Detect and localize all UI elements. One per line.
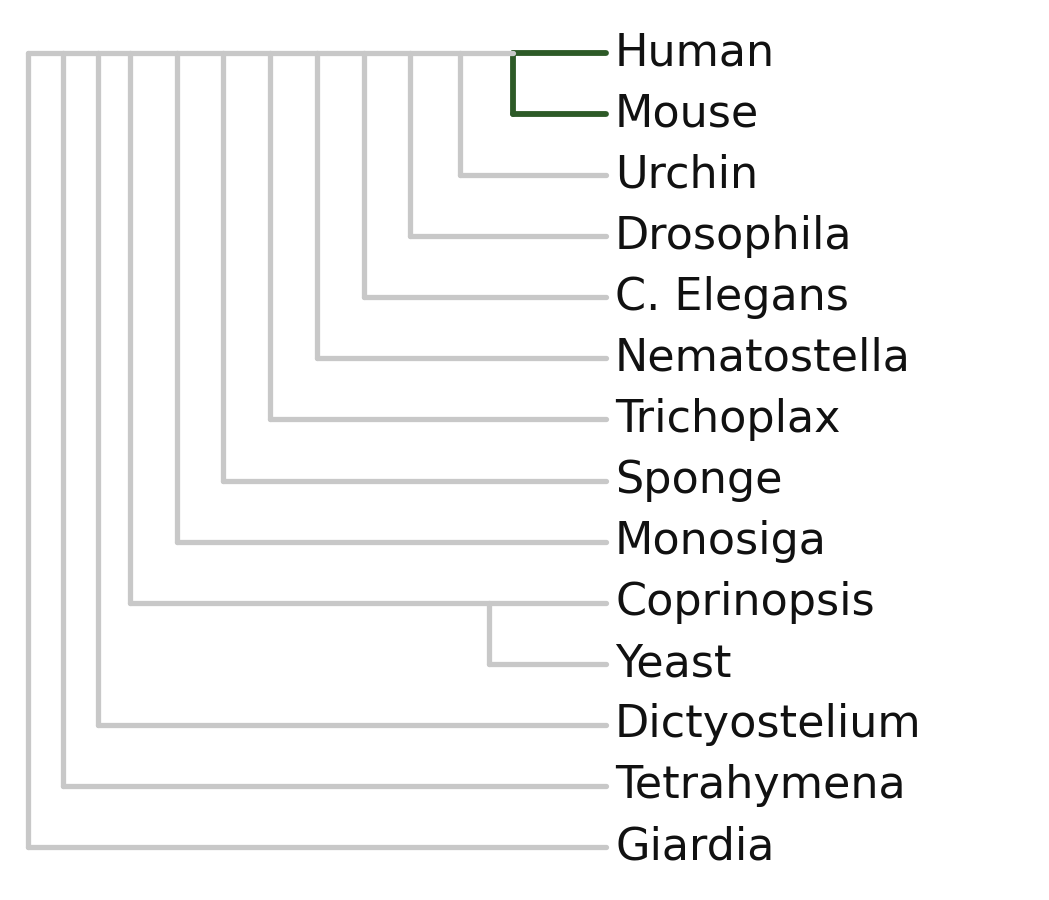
Text: Giardia: Giardia [615,825,774,868]
Text: Yeast: Yeast [615,643,731,685]
Text: Tetrahymena: Tetrahymena [615,764,905,807]
Text: Urchin: Urchin [615,154,758,197]
Text: Drosophila: Drosophila [615,215,853,257]
Text: Coprinopsis: Coprinopsis [615,581,875,625]
Text: Trichoplax: Trichoplax [615,398,840,441]
Text: Dictyostelium: Dictyostelium [615,703,922,746]
Text: Mouse: Mouse [615,93,759,136]
Text: C. Elegans: C. Elegans [615,275,849,319]
Text: Human: Human [615,32,775,75]
Text: Sponge: Sponge [615,459,783,502]
Text: Nematostella: Nematostella [615,337,911,380]
Text: Monosiga: Monosiga [615,520,827,563]
